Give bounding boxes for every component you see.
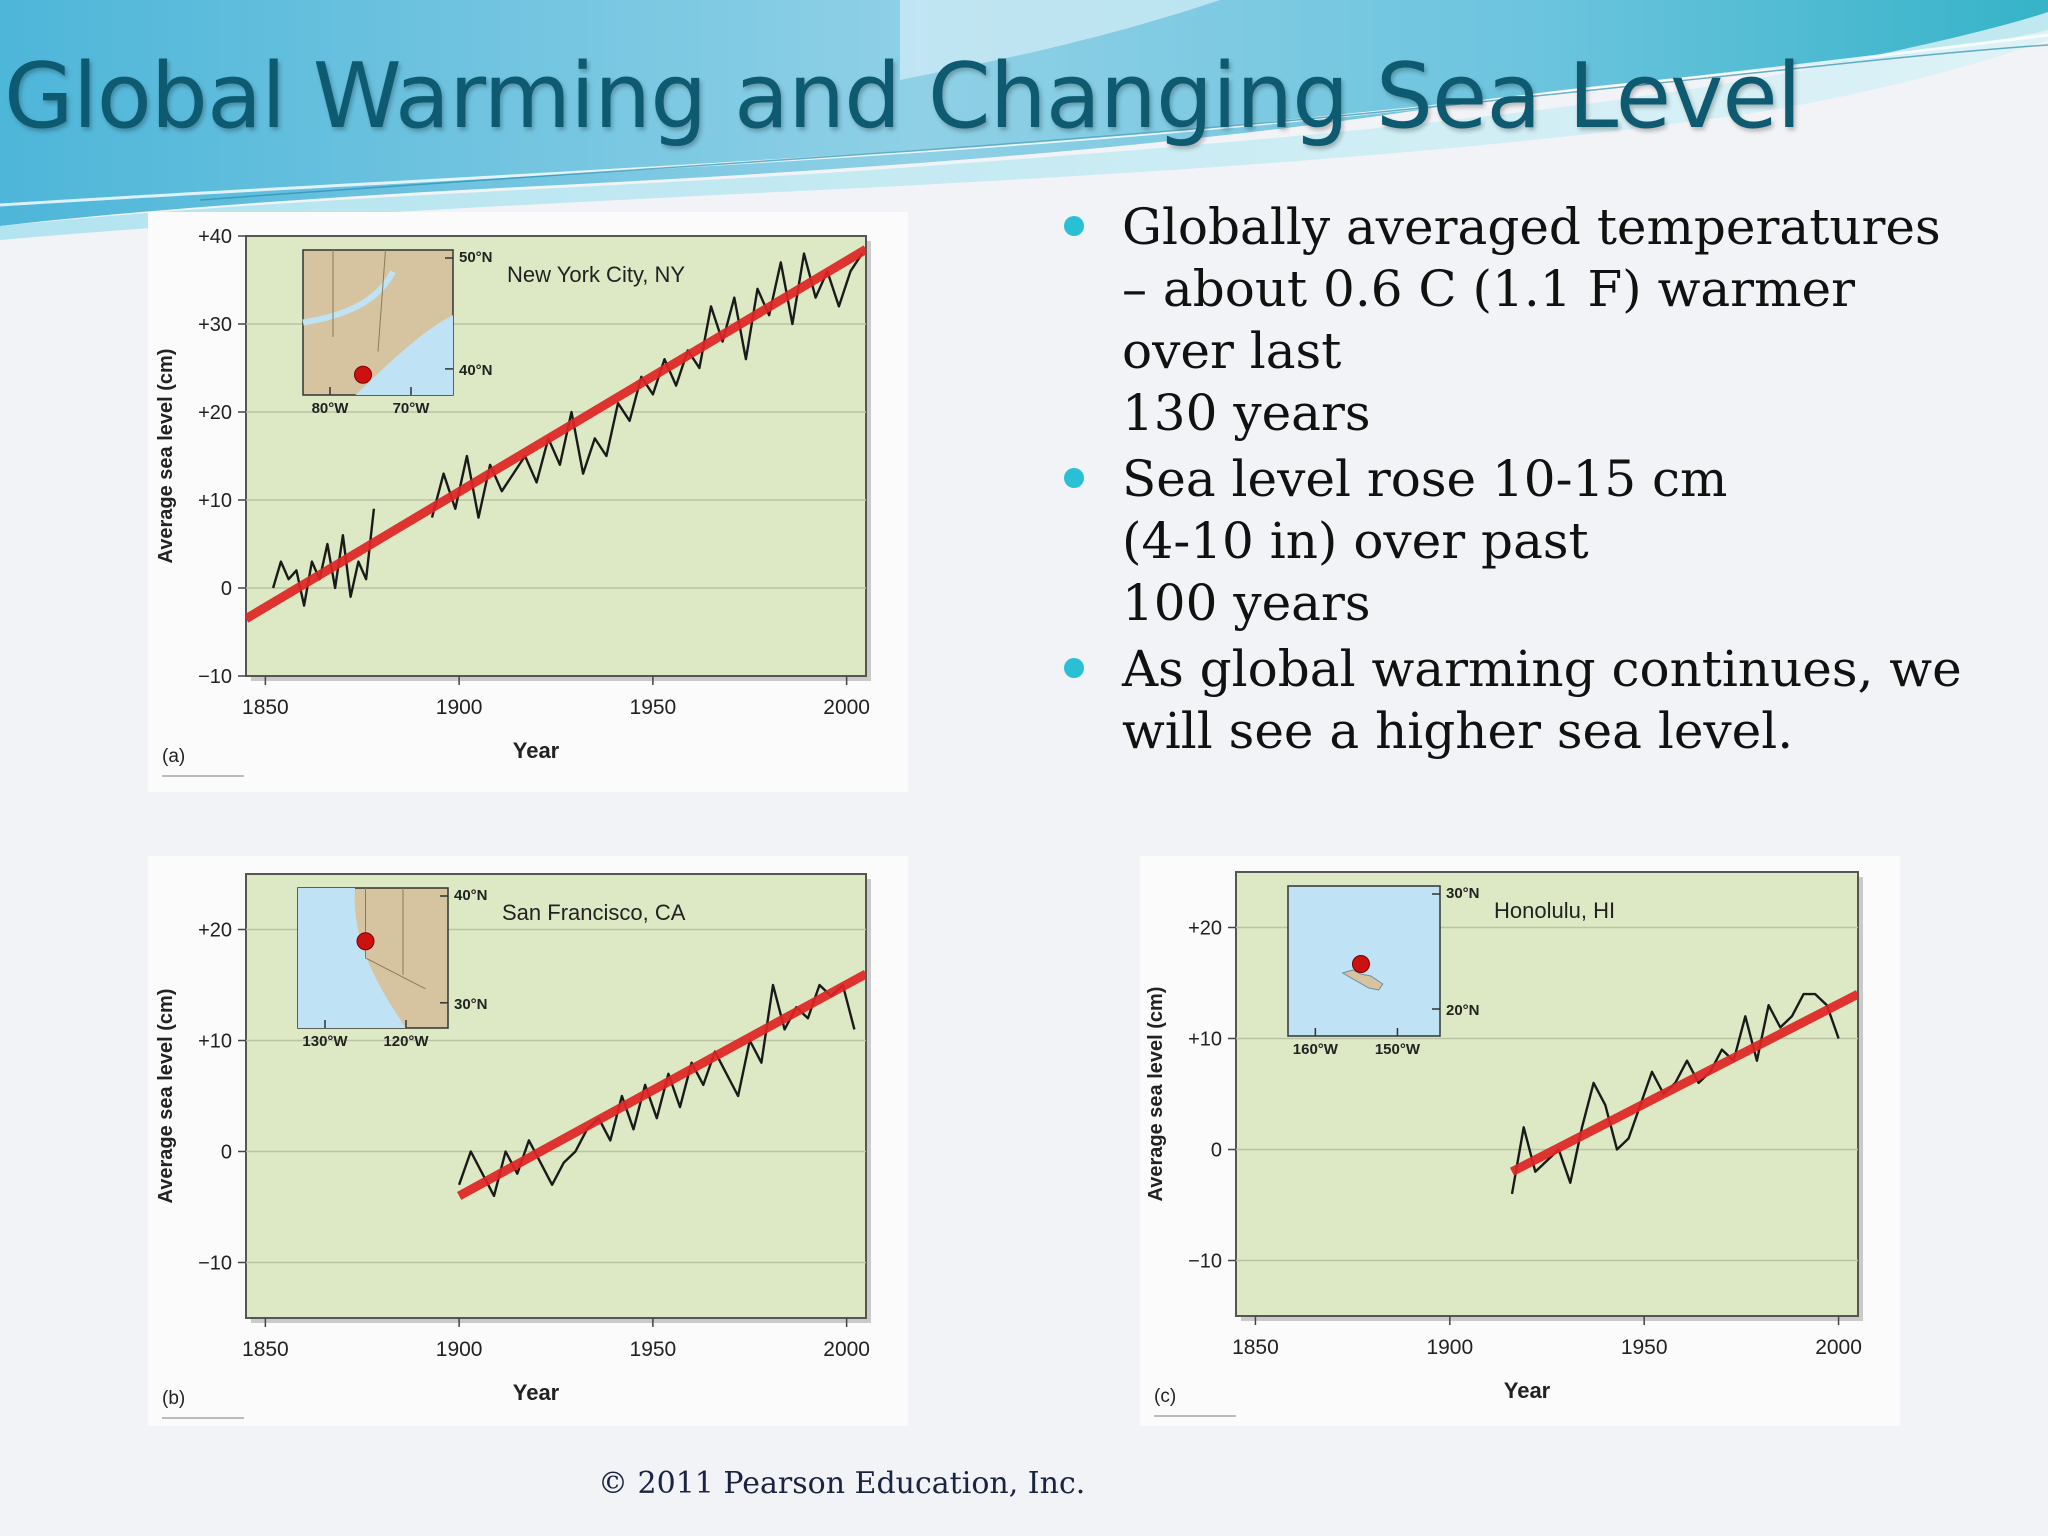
y-tick-label: +10: [1188, 1029, 1222, 1051]
x-tick-label: 2000: [823, 1338, 870, 1361]
map-lat-label: 30°N: [454, 996, 488, 1013]
y-axis-label: Average sea level (cm): [1145, 987, 1167, 1202]
x-axis-label: Year: [513, 738, 560, 763]
x-tick-label: 1900: [436, 696, 483, 719]
bullet-dot-icon: [1064, 658, 1084, 678]
map-ocean: [298, 888, 406, 1028]
location-title: Honolulu, HI: [1494, 898, 1615, 923]
sea-level-series: [457, 983, 856, 1198]
bullet-item: As global warming continues, we will see…: [1058, 638, 1998, 762]
bullet-line: As global warming continues, we: [1122, 640, 1962, 698]
location-marker-icon: [354, 365, 372, 384]
inset-map: 40°N 30°N 130°W 120°W: [297, 887, 488, 1050]
chart-san-francisco: +20 +10 0 −10 1850 1900 1950 2000 Year Average se…: [148, 856, 908, 1426]
y-tick-label: +30: [198, 314, 232, 336]
map-lon-label: 130°W: [302, 1033, 348, 1050]
bullet-item: Sea level rose 10-15 cm (4-10 in) over p…: [1058, 448, 1998, 634]
bullet-line: 130 years: [1122, 384, 1371, 442]
trend-line: [1509, 990, 1858, 1176]
x-tick-label: 2000: [1815, 1336, 1862, 1359]
bullet-dot-icon: [1064, 216, 1084, 236]
x-tick-label: 1950: [630, 696, 677, 719]
x-tick-label: 1850: [242, 1338, 289, 1361]
trend-line: [456, 969, 866, 1200]
location-marker-icon: [356, 932, 375, 951]
map-lat-label: 30°N: [1446, 885, 1480, 902]
location-title: San Francisco, CA: [502, 900, 686, 925]
y-tick-label: 0: [1211, 1140, 1222, 1162]
y-tick-label: +10: [198, 490, 232, 512]
plot-content: [456, 969, 866, 1200]
panel-label: (b): [162, 1388, 185, 1409]
map-lat-label: 20°N: [1446, 1002, 1480, 1019]
map-lon-label: 150°W: [1375, 1041, 1421, 1058]
map-lat-label: 50°N: [459, 249, 493, 266]
map-lon-label: 80°W: [312, 400, 350, 417]
x-tick-label: 1950: [630, 1338, 677, 1361]
x-tick-label: 2000: [823, 696, 870, 719]
chart-new-york: +40 +30 +20 +10 0 −10 1850 1900 1950 2000 Year Aver…: [148, 212, 908, 792]
slide-title: Global Warming and Changing Sea Level: [4, 44, 1802, 149]
bullet-line: over last: [1122, 322, 1342, 380]
plot-content: [1509, 990, 1858, 1195]
map-lon-label: 160°W: [1293, 1041, 1339, 1058]
state-borders: [332, 249, 386, 352]
panel-label: (c): [1154, 1386, 1176, 1407]
y-tick-label: +20: [198, 920, 232, 942]
map-lon-label: 120°W: [383, 1033, 429, 1050]
bullet-line: Sea level rose 10-15 cm: [1122, 450, 1728, 508]
x-tick-label: 1950: [1621, 1336, 1668, 1359]
y-tick-label: +40: [198, 226, 232, 248]
x-tick-label: 1850: [1232, 1336, 1279, 1359]
x-tick-label: 1850: [242, 696, 289, 719]
map-lat-label: 40°N: [454, 887, 488, 904]
map-river: [302, 270, 396, 326]
y-tick-label: −10: [198, 1253, 232, 1275]
x-tick-label: 1900: [436, 1338, 483, 1361]
copyright-notice: © 2011 Pearson Education, Inc.: [598, 1466, 1086, 1501]
sea-level-series: [430, 252, 864, 519]
state-borders: [365, 888, 426, 990]
y-tick-label: −10: [198, 666, 232, 688]
island-shape: [1341, 969, 1384, 991]
map-lat-label: 40°N: [459, 362, 493, 379]
bullet-line: (4-10 in) over past: [1122, 512, 1589, 570]
map-lon-label: 70°W: [393, 400, 431, 417]
location-title: New York City, NY: [507, 262, 685, 287]
inset-map: 50°N 40°N 80°W 70°W: [302, 249, 493, 417]
panel-label: (a): [162, 746, 185, 767]
inset-map: 30°N 20°N 160°W 150°W: [1287, 885, 1480, 1058]
map-ocean: [355, 315, 453, 395]
x-axis-label: Year: [1504, 1378, 1551, 1403]
chart-honolulu: +20 +10 0 −10 1850 1900 1950 2000 Year Average se…: [1140, 856, 1900, 1426]
x-tick-label: 1900: [1426, 1336, 1473, 1359]
bullet-line: Globally averaged temperatures: [1122, 198, 1941, 256]
bullet-list: Globally averaged temperatures – about 0…: [1058, 196, 1998, 766]
y-tick-label: +10: [198, 1031, 232, 1053]
location-marker-icon: [1351, 955, 1370, 973]
sea-level-series: [271, 508, 376, 607]
y-tick-label: +20: [1188, 918, 1222, 940]
y-axis-label: Average sea level (cm): [155, 349, 177, 564]
bullet-item: Globally averaged temperatures – about 0…: [1058, 196, 1998, 444]
bullet-line: 100 years: [1122, 574, 1371, 632]
bullet-line: – about 0.6 C (1.1 F) warmer: [1122, 260, 1855, 318]
y-tick-label: 0: [221, 578, 232, 600]
x-axis-label: Year: [513, 1380, 560, 1405]
bullet-line: will see a higher sea level.: [1122, 702, 1794, 760]
y-tick-label: +20: [198, 402, 232, 424]
y-tick-label: −10: [1188, 1251, 1222, 1273]
bullet-dot-icon: [1064, 468, 1084, 488]
y-axis-label: Average sea level (cm): [155, 989, 177, 1204]
plot-content: [246, 245, 866, 623]
trend-line: [246, 245, 866, 623]
y-tick-label: 0: [221, 1142, 232, 1164]
